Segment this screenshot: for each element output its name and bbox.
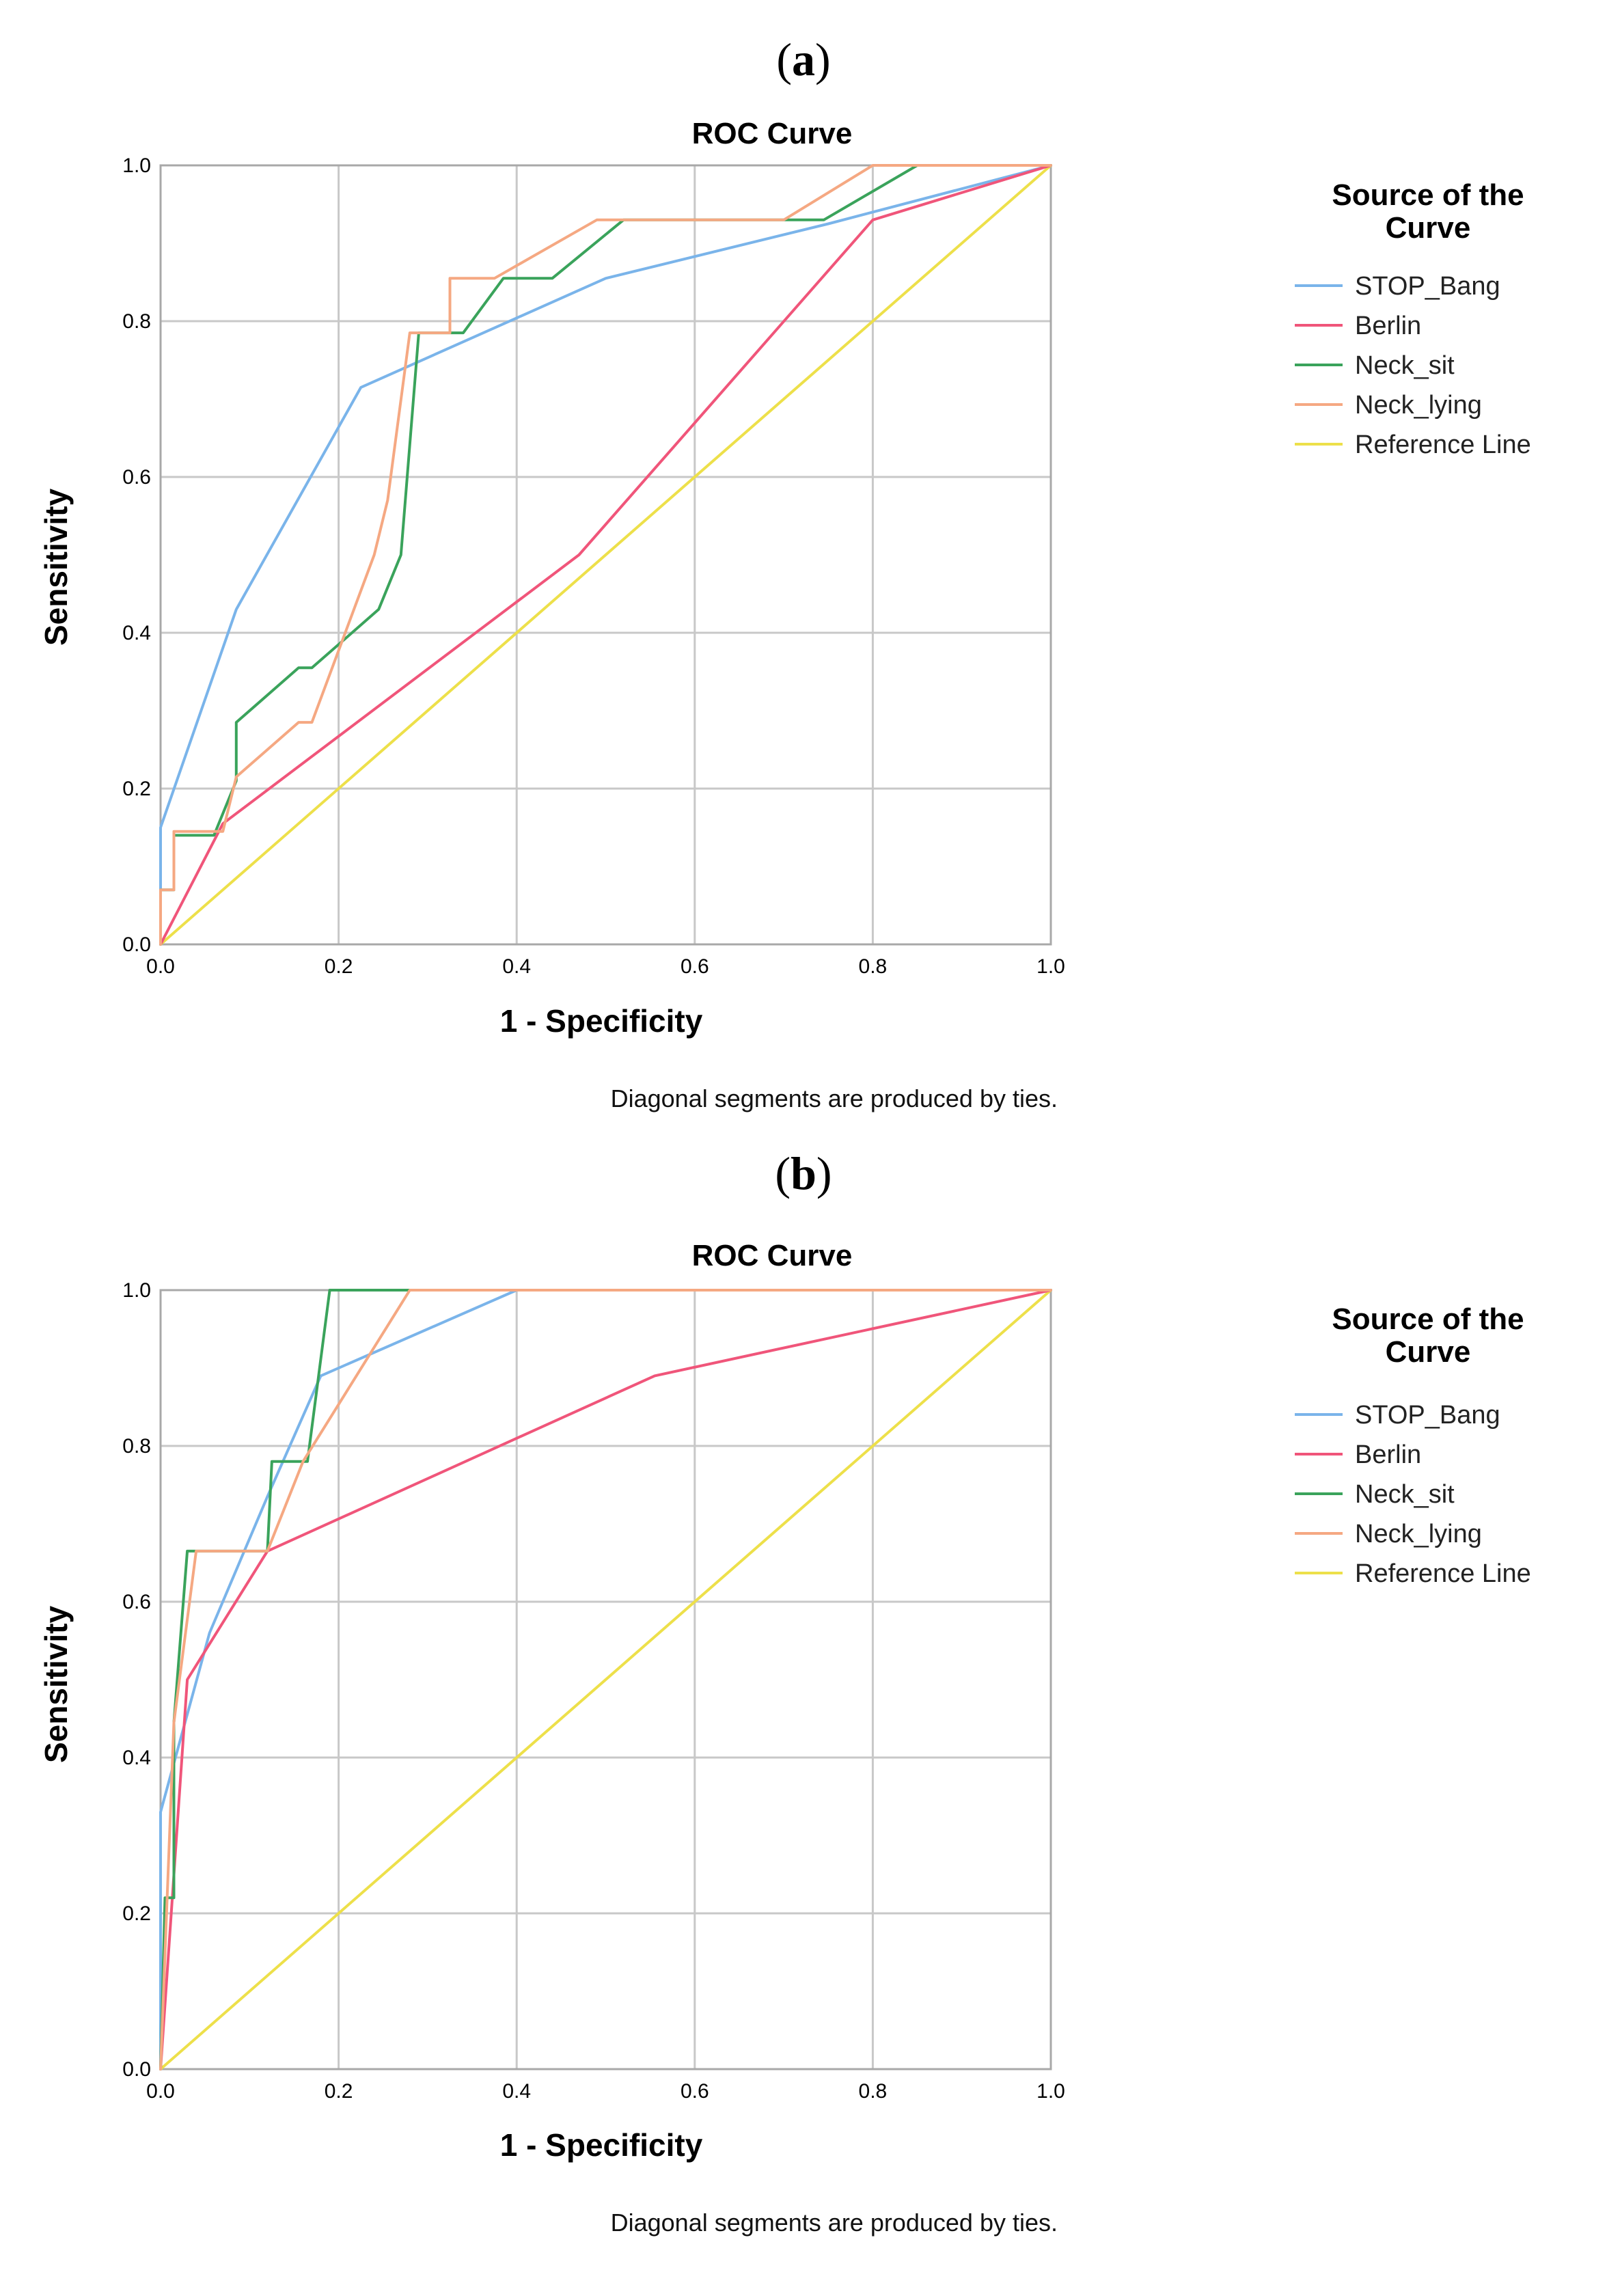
panel-a-legend: Source of the Curve STOP_Bang Berlin Neck_s… <box>1295 178 1531 459</box>
series-line-neck-lying <box>159 1289 1052 2070</box>
y-tick-label: 0.0 <box>122 2058 151 2081</box>
legend-label: Berlin <box>1355 312 1421 340</box>
plot-frame <box>159 164 1052 946</box>
panel-a: (a) ROC Curve 0.0 0.2 0.4 0.6 0.8 1.0 0.00.20… <box>38 33 1531 1112</box>
x-tick-label: 0.2 <box>325 955 353 978</box>
panel-a-frame <box>159 164 1052 946</box>
panel-b-legend: Source of the Curve STOP_Bang Berlin Neck_s… <box>1295 1302 1531 1588</box>
panel-a-x-axis-title: 1 - Specificity <box>500 1003 703 1039</box>
panel-b-letter: b <box>791 1147 816 1199</box>
panel-b-legend-title: Source of the Curve <box>1332 1302 1524 1369</box>
series-line-reference-line <box>159 1289 1052 2070</box>
x-tick-label: 0.0 <box>146 955 175 978</box>
y-tick-label: 1.0 <box>122 154 151 177</box>
panel-b-series <box>159 1289 1052 2070</box>
y-tick-label: 0.0 <box>122 933 151 956</box>
x-tick-label: 1.0 <box>1036 955 1065 978</box>
y-tick-label: 0.2 <box>122 778 151 800</box>
panel-a-legend-title: Source of the Curve <box>1332 178 1524 245</box>
legend-label: Reference Line <box>1355 430 1531 459</box>
series-line-neck-sit <box>159 164 1052 946</box>
series-line-neck-lying <box>159 164 1052 946</box>
panel-b-footnote: Diagonal segments are produced by ties. <box>611 2209 1058 2237</box>
panel-b-title: ROC Curve <box>692 1239 853 1272</box>
panel-b-label: (b) <box>775 1147 832 1199</box>
legend-label: Neck_lying <box>1355 391 1482 420</box>
y-tick-label: 0.2 <box>122 1902 151 1925</box>
x-tick-label: 0.4 <box>502 2080 531 2103</box>
x-tick-label: 0.8 <box>859 955 888 978</box>
x-tick-label: 0.6 <box>681 2080 709 2103</box>
legend-item: Neck_lying <box>1295 391 1482 420</box>
legend-label: Neck_sit <box>1355 1480 1455 1509</box>
x-tick-label: 0.8 <box>859 2080 888 2103</box>
y-tick-label: 0.8 <box>122 310 151 333</box>
x-tick-label: 0.6 <box>681 955 709 978</box>
legend-item: STOP_Bang <box>1295 1401 1500 1430</box>
legend-item: Reference Line <box>1295 430 1531 459</box>
legend-label: STOP_Bang <box>1355 272 1500 301</box>
legend-label: Neck_lying <box>1355 1520 1482 1548</box>
panel-a-grid <box>161 165 1051 944</box>
x-tick-label: 0.4 <box>502 955 531 978</box>
legend-item: Neck_lying <box>1295 1520 1482 1548</box>
y-tick-label: 0.4 <box>122 622 151 644</box>
panel-b-y-ticks: 0.0 0.2 0.4 0.6 0.8 1.0 <box>122 1279 151 2081</box>
panel-b-x-ticks: 0.0 0.2 0.4 0.6 0.8 1.0 <box>146 2080 1065 2103</box>
panel-a-label: (a) <box>776 33 830 85</box>
panel-a-title: ROC Curve <box>692 117 853 150</box>
panel-a-y-ticks: 0.0 0.2 0.4 0.6 0.8 1.0 <box>122 154 151 956</box>
x-tick-label: 0.2 <box>325 2080 353 2103</box>
series-line-reference-line <box>159 164 1052 946</box>
panel-a-y-axis-title: Sensitivity <box>38 489 74 646</box>
series-line-stop-bang <box>159 164 1052 946</box>
panel-b: (b) ROC Curve 0.0 0.2 0.4 0.6 0.8 1.0 0.00.20… <box>38 1147 1531 2237</box>
panel-a-x-ticks: 0.0 0.2 0.4 0.6 0.8 1.0 <box>146 955 1065 978</box>
panel-b-x-axis-title: 1 - Specificity <box>500 2127 703 2163</box>
x-tick-label: 0.0 <box>146 2080 175 2103</box>
legend-item: Reference Line <box>1295 1559 1531 1588</box>
y-tick-label: 0.4 <box>122 1747 151 1769</box>
panel-b-y-axis-title: Sensitivity <box>38 1606 74 1764</box>
legend-label: Berlin <box>1355 1440 1421 1469</box>
y-tick-label: 1.0 <box>122 1279 151 1302</box>
legend-item: Berlin <box>1295 1440 1421 1469</box>
y-tick-label: 0.6 <box>122 466 151 489</box>
legend-label: STOP_Bang <box>1355 1401 1500 1430</box>
legend-item: STOP_Bang <box>1295 272 1500 301</box>
panel-a-letter: a <box>792 33 815 85</box>
legend-item: Neck_sit <box>1295 351 1455 380</box>
panel-b-grid <box>161 1290 1051 2069</box>
legend-item: Neck_sit <box>1295 1480 1455 1509</box>
panel-a-series <box>159 164 1052 946</box>
y-tick-label: 0.8 <box>122 1435 151 1458</box>
y-tick-label: 0.6 <box>122 1591 151 1613</box>
legend-label: Neck_sit <box>1355 351 1455 380</box>
series-line-berlin <box>159 164 1052 946</box>
panel-a-footnote: Diagonal segments are produced by ties. <box>611 1084 1058 1112</box>
legend-label: Reference Line <box>1355 1559 1531 1588</box>
x-tick-label: 1.0 <box>1036 2080 1065 2103</box>
legend-item: Berlin <box>1295 312 1421 340</box>
